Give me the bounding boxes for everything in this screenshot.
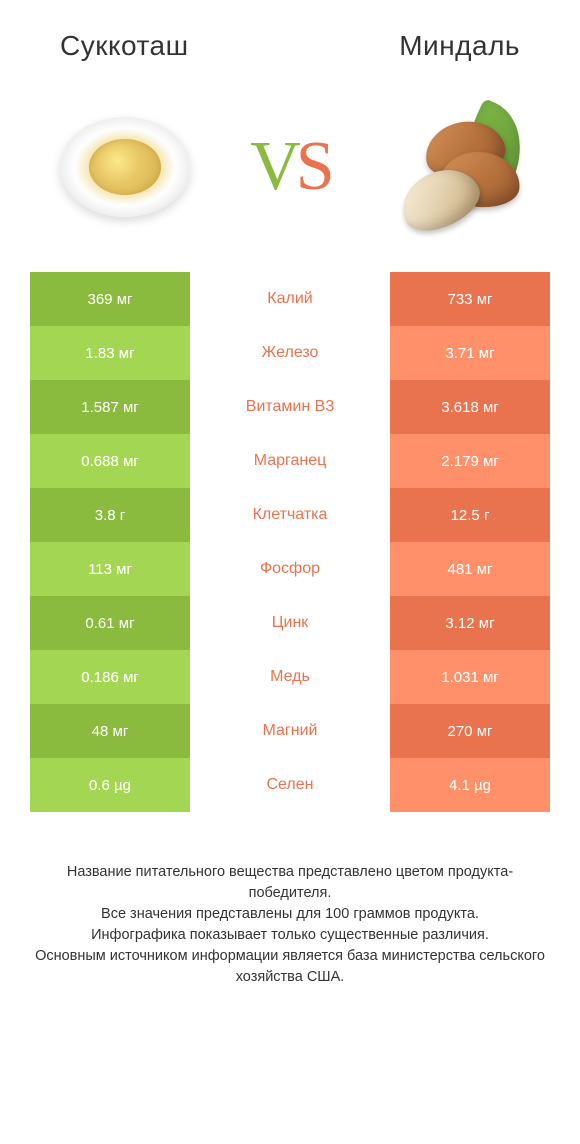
left-product-image [50, 102, 200, 232]
left-value-cell: 0.186 мг [30, 650, 190, 704]
nutrient-label-cell: Цинк [190, 596, 390, 650]
nutrient-label-cell: Витамин B3 [190, 380, 390, 434]
right-value-cell: 4.1 µg [390, 758, 550, 812]
nutrition-table: 369 мгКалий733 мг1.83 мгЖелезо3.71 мг1.5… [0, 272, 580, 812]
footer-line-2: Все значения представлены для 100 граммо… [30, 904, 550, 925]
left-value-cell: 0.6 µg [30, 758, 190, 812]
right-value-cell: 481 мг [390, 542, 550, 596]
table-row: 3.8 гКлетчатка12.5 г [30, 488, 550, 542]
table-row: 1.587 мгВитамин B33.618 мг [30, 380, 550, 434]
footer-line-3: Инфографика показывает только существенн… [30, 925, 550, 946]
right-value-cell: 12.5 г [390, 488, 550, 542]
left-value-cell: 3.8 г [30, 488, 190, 542]
right-value-cell: 733 мг [390, 272, 550, 326]
nutrient-label-cell: Клетчатка [190, 488, 390, 542]
right-value-cell: 2.179 мг [390, 434, 550, 488]
right-value-cell: 3.71 мг [390, 326, 550, 380]
left-value-cell: 1.83 мг [30, 326, 190, 380]
right-value-cell: 270 мг [390, 704, 550, 758]
table-row: 0.61 мгЦинк3.12 мг [30, 596, 550, 650]
hero-row: VS [0, 72, 580, 272]
table-row: 48 мгМагний270 мг [30, 704, 550, 758]
table-row: 113 мгФосфор481 мг [30, 542, 550, 596]
left-value-cell: 369 мг [30, 272, 190, 326]
footer-notes: Название питательного вещества представл… [0, 812, 580, 988]
nutrient-label-cell: Железо [190, 326, 390, 380]
right-value-cell: 3.12 мг [390, 596, 550, 650]
nutrient-label-cell: Марганец [190, 434, 390, 488]
nutrient-label-cell: Калий [190, 272, 390, 326]
nutrient-label-cell: Селен [190, 758, 390, 812]
almonds-icon [380, 107, 530, 227]
nutrient-label-cell: Медь [190, 650, 390, 704]
left-value-cell: 0.61 мг [30, 596, 190, 650]
nutrient-label-cell: Фосфор [190, 542, 390, 596]
right-product-title: Миндаль [399, 30, 520, 62]
right-value-cell: 3.618 мг [390, 380, 550, 434]
left-value-cell: 48 мг [30, 704, 190, 758]
footer-line-4: Основным источником информации является … [30, 946, 550, 988]
table-row: 1.83 мгЖелезо3.71 мг [30, 326, 550, 380]
left-value-cell: 113 мг [30, 542, 190, 596]
vs-label: VS [250, 132, 330, 202]
left-value-cell: 1.587 мг [30, 380, 190, 434]
right-product-image [380, 102, 530, 232]
nutrient-label-cell: Магний [190, 704, 390, 758]
table-row: 0.186 мгМедь1.031 мг [30, 650, 550, 704]
left-product-title: Суккоташ [60, 30, 189, 62]
left-value-cell: 0.688 мг [30, 434, 190, 488]
table-row: 369 мгКалий733 мг [30, 272, 550, 326]
succotash-plate-icon [60, 117, 190, 217]
table-row: 0.6 µgСелен4.1 µg [30, 758, 550, 812]
right-value-cell: 1.031 мг [390, 650, 550, 704]
table-row: 0.688 мгМарганец2.179 мг [30, 434, 550, 488]
vs-letter-s: S [296, 128, 330, 205]
footer-line-1: Название питательного вещества представл… [30, 862, 550, 904]
header: Суккоташ Миндаль [0, 0, 580, 72]
vs-letter-v: V [250, 128, 296, 205]
